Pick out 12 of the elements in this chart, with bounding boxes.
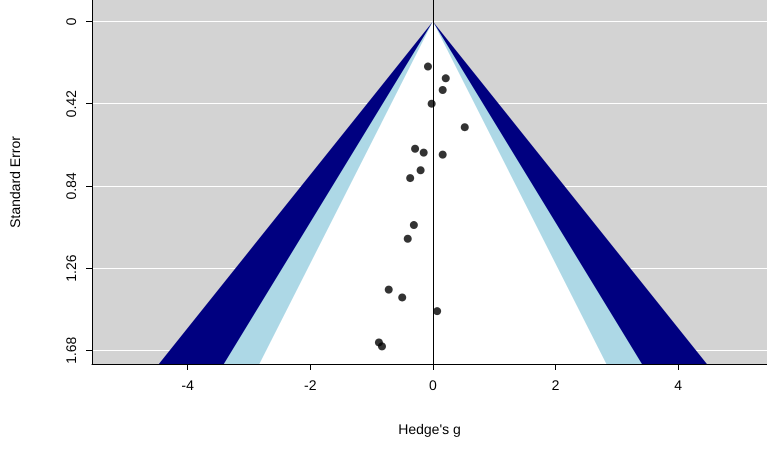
- x-tick-label: -4: [181, 377, 194, 393]
- x-axis-title: Hedge's g: [398, 421, 461, 437]
- x-tick-label: 2: [552, 377, 560, 393]
- y-tick-label: 0.42: [63, 90, 79, 118]
- y-tick-label: 1.26: [63, 254, 79, 282]
- y-tick-label: 0: [63, 17, 79, 26]
- x-tick-label: -2: [304, 377, 317, 393]
- y-tick-label: 0.84: [63, 172, 79, 200]
- x-tick-label: 4: [674, 377, 682, 393]
- y-tick-label: 1.68: [63, 336, 79, 364]
- y-axis-title: Standard Error: [7, 136, 23, 228]
- x-tick-label: 0: [428, 377, 437, 393]
